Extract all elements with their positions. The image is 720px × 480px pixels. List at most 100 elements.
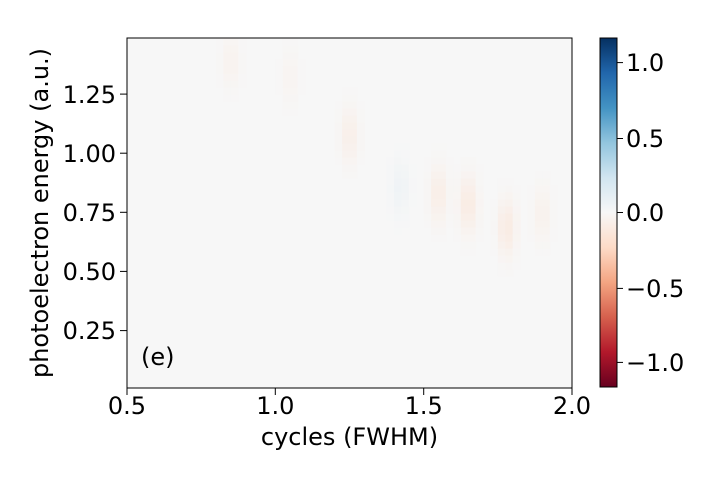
heatmap-cell	[423, 157, 432, 165]
heatmap-cell	[460, 164, 469, 172]
heatmap-cell	[468, 248, 477, 256]
heatmap-cell	[394, 143, 403, 151]
heatmap-cell	[431, 150, 440, 158]
heatmap-cell	[238, 59, 247, 67]
heatmap-cell	[394, 171, 403, 179]
heatmap-cell	[475, 164, 484, 172]
heatmap-cell	[534, 248, 543, 256]
heatmap-cell	[401, 192, 410, 200]
heatmap-cell	[438, 206, 447, 214]
heatmap-cell	[230, 73, 239, 81]
heatmap-cell	[334, 108, 343, 116]
heatmap-cell	[223, 38, 232, 46]
heatmap-cell	[468, 185, 477, 193]
heatmap-cell	[475, 234, 484, 242]
heatmap-cell	[534, 241, 543, 249]
heatmap-cell	[386, 206, 395, 214]
heatmap-cell	[342, 157, 351, 165]
heatmap-cell	[342, 115, 351, 123]
heatmap-cell	[401, 164, 410, 172]
heatmap-cell	[216, 59, 225, 67]
heatmap-cell	[356, 150, 365, 158]
heatmap-cell	[230, 38, 239, 46]
heatmap-cell	[401, 178, 410, 186]
heatmap-cell	[453, 199, 462, 207]
heatmap-cell	[394, 178, 403, 186]
heatmap-cell	[394, 157, 403, 165]
heatmap-cell	[342, 122, 351, 130]
heatmap-cell	[549, 192, 558, 200]
heatmap-cell	[453, 206, 462, 214]
heatmap-cell	[342, 101, 351, 109]
heatmap-cell	[431, 227, 440, 235]
heatmap-cell	[386, 157, 395, 165]
heatmap-cell	[342, 108, 351, 116]
heatmap-cell	[453, 185, 462, 193]
heatmap-cell	[431, 164, 440, 172]
heatmap-cell	[238, 38, 247, 46]
heatmap-cell	[527, 206, 536, 214]
heatmap-cell	[542, 234, 551, 242]
heatmap-cell	[386, 185, 395, 193]
heatmap-cell	[468, 157, 477, 165]
heatmap-cell	[297, 59, 306, 67]
heatmap-cell	[238, 80, 247, 88]
heatmap-cell	[505, 192, 514, 200]
heatmap-cell	[475, 213, 484, 221]
heatmap-cell	[512, 192, 521, 200]
heatmap-cell	[282, 59, 291, 67]
heatmap-cell	[356, 157, 365, 165]
heatmap-cell	[349, 115, 358, 123]
heatmap-cell	[505, 227, 514, 235]
heatmap-cell	[431, 213, 440, 221]
heatmap-cell	[438, 220, 447, 228]
heatmap-cell	[438, 192, 447, 200]
heatmap-cell	[534, 206, 543, 214]
heatmap-cell	[349, 164, 358, 172]
heatmap-cell	[342, 87, 351, 95]
heatmap-cell	[549, 227, 558, 235]
heatmap-cell	[497, 262, 506, 270]
heatmap-cell	[223, 45, 232, 53]
heatmap-cell	[490, 220, 499, 228]
heatmap-cell	[408, 171, 417, 179]
heatmap-cell	[238, 73, 247, 81]
heatmap-cell	[542, 213, 551, 221]
heatmap-cell	[497, 255, 506, 263]
heatmap-cell	[497, 185, 506, 193]
x-tick-label: 0.5	[108, 392, 146, 420]
heatmap-cell	[468, 171, 477, 179]
heatmap-cell	[216, 66, 225, 74]
heatmap-cell	[445, 199, 454, 207]
heatmap-cell	[497, 227, 506, 235]
heatmap-cell	[505, 199, 514, 207]
heatmap-cell	[549, 206, 558, 214]
heatmap-cell	[230, 87, 239, 95]
heatmap-cell	[356, 115, 365, 123]
heatmap-cell	[527, 192, 536, 200]
heatmap-cell	[356, 129, 365, 137]
heatmap-cell	[401, 199, 410, 207]
heatmap-cell	[445, 164, 454, 172]
heatmap-cell	[238, 52, 247, 60]
heatmap-cell	[468, 178, 477, 186]
heatmap-cell	[431, 143, 440, 151]
heatmap-cell	[438, 157, 447, 165]
heatmap-cell	[282, 94, 291, 102]
heatmap-cell	[349, 101, 358, 109]
heatmap-cell	[290, 80, 299, 88]
heatmap-cell	[230, 80, 239, 88]
heatmap-cell	[342, 129, 351, 137]
heatmap-cell	[342, 143, 351, 151]
heatmap-cell	[527, 234, 536, 242]
heatmap-cell	[453, 164, 462, 172]
heatmap-cell	[505, 220, 514, 228]
heatmap-cell	[401, 157, 410, 165]
heatmap-cell	[460, 157, 469, 165]
heatmap-cell	[408, 199, 417, 207]
heatmap-cell	[297, 66, 306, 74]
heatmap-cell	[512, 227, 521, 235]
heatmap-cell	[282, 66, 291, 74]
heatmap-cell	[468, 241, 477, 249]
